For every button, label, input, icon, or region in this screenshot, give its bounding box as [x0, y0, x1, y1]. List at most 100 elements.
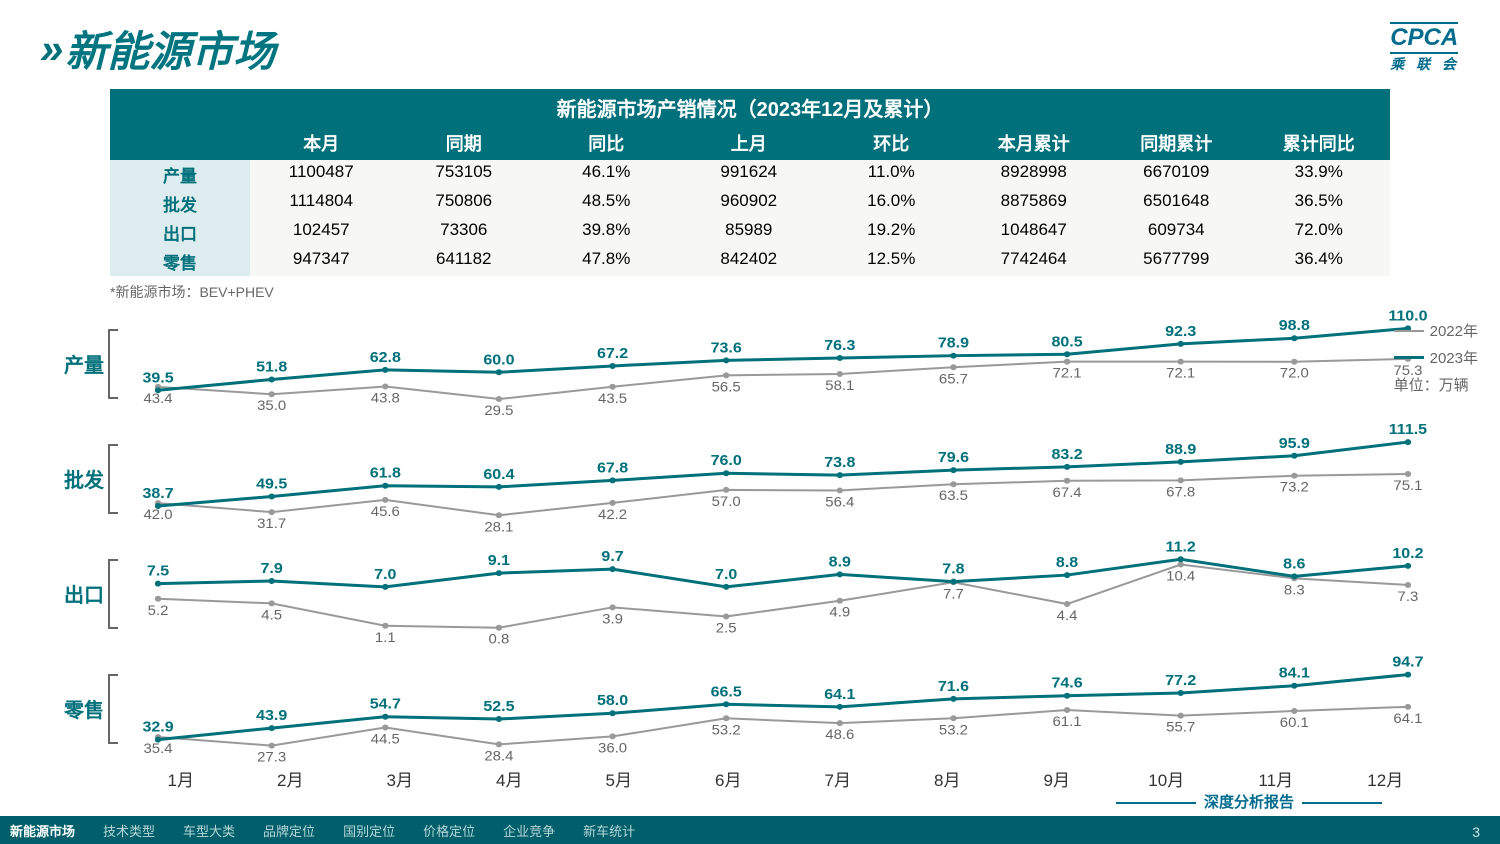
month-label: 3月: [345, 766, 455, 791]
svg-text:39.5: 39.5: [142, 370, 174, 386]
footer-tab[interactable]: 技术类型: [103, 821, 155, 840]
svg-text:1.1: 1.1: [375, 630, 396, 645]
svg-text:73.2: 73.2: [1280, 480, 1309, 495]
svg-text:43.9: 43.9: [256, 708, 288, 724]
month-label: 5月: [564, 766, 674, 791]
svg-text:75.1: 75.1: [1393, 478, 1422, 493]
svg-text:0.8: 0.8: [489, 632, 510, 647]
svg-text:54.7: 54.7: [370, 696, 401, 712]
svg-text:58.1: 58.1: [825, 378, 854, 393]
chart-零售: 零售32.943.954.752.558.066.564.171.674.677…: [60, 651, 1440, 766]
month-label: 1月: [126, 766, 236, 791]
cpca-logo: CPCA 乘 联 会: [1390, 22, 1460, 74]
svg-text:7.5: 7.5: [147, 563, 170, 579]
svg-text:57.0: 57.0: [712, 494, 741, 509]
svg-text:11.2: 11.2: [1166, 539, 1197, 555]
svg-text:38.7: 38.7: [142, 485, 173, 501]
svg-text:56.4: 56.4: [825, 495, 854, 510]
page-number: 3: [1472, 824, 1480, 840]
svg-text:73.8: 73.8: [824, 455, 856, 471]
svg-text:7.9: 7.9: [261, 560, 284, 576]
table-note: *新能源市场：BEV+PHEV: [110, 282, 1500, 302]
footer-tab[interactable]: 国别定位: [343, 821, 395, 840]
svg-text:9.1: 9.1: [488, 553, 511, 569]
chart-出口: 出口7.57.97.09.19.77.08.97.88.811.28.610.2…: [60, 536, 1440, 651]
svg-text:55.7: 55.7: [1166, 720, 1195, 735]
svg-text:78.9: 78.9: [938, 335, 970, 351]
footer-tab[interactable]: 新车统计: [583, 821, 635, 840]
month-label: 2月: [236, 766, 346, 791]
footer-tab[interactable]: 新能源市场: [10, 821, 75, 840]
svg-text:7.0: 7.0: [374, 566, 396, 582]
svg-text:52.5: 52.5: [483, 698, 515, 714]
svg-text:42.0: 42.0: [144, 507, 173, 522]
svg-text:61.8: 61.8: [370, 465, 402, 481]
svg-text:5.2: 5.2: [148, 603, 169, 618]
svg-text:31.7: 31.7: [257, 517, 286, 532]
svg-text:8.6: 8.6: [1283, 556, 1306, 572]
svg-text:66.5: 66.5: [711, 684, 743, 700]
svg-text:60.0: 60.0: [483, 352, 514, 368]
svg-text:61.1: 61.1: [1053, 714, 1082, 729]
footer-tabs: 新能源市场 技术类型 车型大类 品牌定位 国别定位 价格定位 企业竞争 新车统计: [0, 816, 1500, 844]
svg-text:43.8: 43.8: [371, 391, 400, 406]
svg-text:35.0: 35.0: [257, 399, 286, 414]
svg-text:8.8: 8.8: [1056, 555, 1079, 571]
svg-text:65.7: 65.7: [939, 372, 968, 387]
svg-text:27.3: 27.3: [257, 750, 286, 765]
svg-text:67.2: 67.2: [597, 345, 629, 361]
svg-text:60.4: 60.4: [483, 466, 515, 482]
svg-text:53.2: 53.2: [939, 723, 968, 738]
svg-text:64.1: 64.1: [1393, 711, 1422, 726]
svg-text:92.3: 92.3: [1165, 323, 1197, 339]
svg-text:95.9: 95.9: [1279, 435, 1311, 451]
svg-text:60.1: 60.1: [1280, 715, 1309, 730]
svg-text:62.8: 62.8: [370, 349, 402, 365]
svg-text:67.8: 67.8: [597, 460, 629, 476]
svg-text:80.5: 80.5: [1051, 334, 1083, 350]
svg-text:63.5: 63.5: [939, 489, 968, 504]
svg-text:58.0: 58.0: [597, 693, 628, 709]
svg-text:10.4: 10.4: [1166, 569, 1195, 584]
data-table: 新能源市场产销情况（2023年12月及累计） 本月同期同比上月环比本月累计同期累…: [110, 89, 1390, 276]
month-label: 10月: [1112, 766, 1222, 791]
svg-text:36.0: 36.0: [598, 741, 627, 756]
svg-text:84.1: 84.1: [1279, 665, 1311, 681]
month-label: 9月: [1002, 766, 1112, 791]
svg-text:3.9: 3.9: [602, 612, 623, 627]
svg-text:9.7: 9.7: [601, 549, 623, 565]
month-label: 11月: [1221, 766, 1331, 791]
month-label: 12月: [1331, 766, 1441, 791]
svg-text:77.2: 77.2: [1165, 672, 1197, 688]
svg-text:43.5: 43.5: [598, 391, 627, 406]
svg-text:7.0: 7.0: [715, 566, 737, 582]
month-label: 6月: [674, 766, 784, 791]
chart-产量: 产量39.551.862.860.067.273.676.378.980.592…: [60, 306, 1440, 421]
report-label: 深度分析报告: [1108, 791, 1390, 812]
month-label: 4月: [455, 766, 565, 791]
footer-tab[interactable]: 企业竞争: [503, 821, 555, 840]
svg-text:4.9: 4.9: [829, 605, 850, 620]
footer-tab[interactable]: 车型大类: [183, 821, 235, 840]
svg-text:67.8: 67.8: [1166, 485, 1195, 500]
svg-text:72.0: 72.0: [1280, 366, 1309, 381]
svg-text:4.5: 4.5: [261, 608, 282, 623]
svg-text:56.5: 56.5: [712, 380, 741, 395]
svg-text:8.9: 8.9: [829, 554, 852, 570]
svg-text:83.2: 83.2: [1051, 446, 1083, 462]
svg-text:71.6: 71.6: [938, 678, 970, 694]
svg-text:10.2: 10.2: [1392, 545, 1424, 561]
svg-text:42.2: 42.2: [598, 507, 627, 522]
footer-tab[interactable]: 品牌定位: [263, 821, 315, 840]
svg-text:79.6: 79.6: [938, 450, 970, 466]
svg-text:76.3: 76.3: [824, 337, 856, 353]
svg-text:28.1: 28.1: [484, 520, 513, 535]
svg-text:72.1: 72.1: [1166, 366, 1195, 381]
page-title: 新能源市场: [65, 18, 275, 79]
svg-text:29.5: 29.5: [484, 403, 513, 418]
legend: 2022年 2023年 单位：万辆: [1394, 320, 1478, 401]
svg-text:98.8: 98.8: [1279, 318, 1311, 334]
footer-tab[interactable]: 价格定位: [423, 821, 475, 840]
svg-text:76.0: 76.0: [711, 453, 742, 469]
svg-text:53.2: 53.2: [712, 723, 741, 738]
